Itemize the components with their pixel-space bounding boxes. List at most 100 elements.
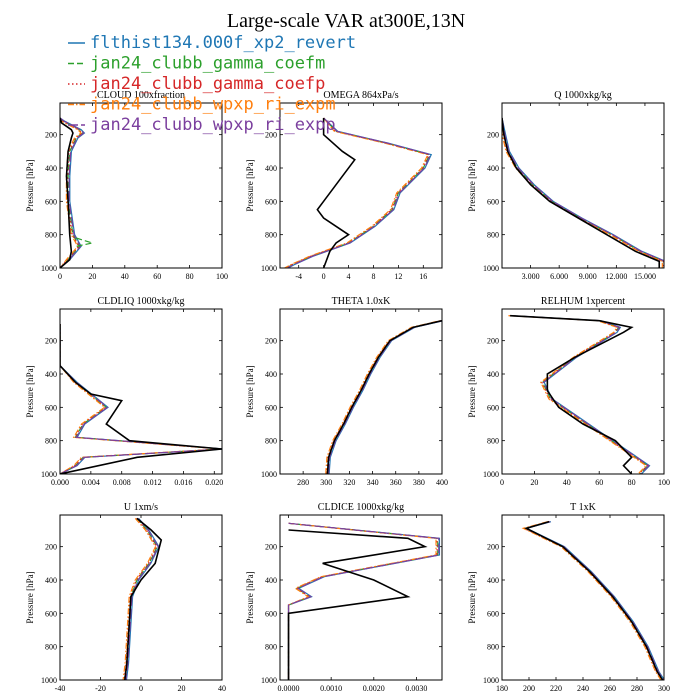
x-tick-label: 0 xyxy=(322,272,326,281)
panel-title: THETA 1.0xK xyxy=(332,296,391,307)
y-tick-label: 400 xyxy=(265,164,277,173)
series-line-flthist134.000f_xp2_revert xyxy=(502,117,664,262)
panel-title: CLDLIQ 1000xkg/kg xyxy=(98,296,185,307)
series-line-jan24_clubb_wpxp_ri_expm xyxy=(521,521,662,680)
series-line-jan24_clubb_gamma_coefm xyxy=(502,117,664,268)
series-line-jan24_clubb_gamma_coefm xyxy=(523,521,664,680)
x-tick-label: 0.004 xyxy=(82,478,100,487)
legend-entry: jan24_clubb_gamma_coefp xyxy=(68,74,325,94)
reference-line xyxy=(287,529,428,680)
x-tick-label: -4 xyxy=(295,272,302,281)
y-tick-label: 800 xyxy=(265,231,277,240)
series-line-jan24_clubb_gamma_coefp xyxy=(326,320,442,474)
x-tick-label: 0.012 xyxy=(144,478,162,487)
panel-title: CLDICE 1000xkg/kg xyxy=(318,502,404,513)
panel-title: OMEGA 864xPa/s xyxy=(323,90,398,101)
y-tick-label: 600 xyxy=(45,197,57,206)
panel-relhum: RELHUM 1xpercent2004006008001000Pressure… xyxy=(467,296,670,487)
series-line-jan24_clubb_wpxp_ri_expm xyxy=(60,324,221,474)
y-tick-label: 1000 xyxy=(483,470,499,479)
y-tick-label: 600 xyxy=(265,403,277,412)
y-axis-label: Pressure [hPa] xyxy=(245,159,255,211)
y-axis-label: Pressure [hPa] xyxy=(245,365,255,417)
y-tick-label: 400 xyxy=(487,164,499,173)
x-tick-label: 12.000 xyxy=(605,272,627,281)
y-tick-label: 400 xyxy=(45,370,57,379)
series-line-jan24_clubb_gamma_coefm xyxy=(326,320,442,474)
y-axis-label: Pressure [hPa] xyxy=(245,571,255,623)
x-tick-label: 100 xyxy=(658,478,670,487)
x-tick-label: -20 xyxy=(95,684,106,693)
x-tick-label: 0 xyxy=(139,684,143,693)
x-tick-label: 220 xyxy=(550,684,562,693)
y-axis-label: Pressure [hPa] xyxy=(467,365,477,417)
reference-line xyxy=(524,520,664,680)
x-tick-label: 0.008 xyxy=(113,478,131,487)
y-tick-label: 1000 xyxy=(261,676,277,685)
panel-title: RELHUM 1xpercent xyxy=(541,296,625,307)
x-tick-label: 320 xyxy=(343,478,355,487)
y-tick-label: 200 xyxy=(45,337,57,346)
y-tick-label: 400 xyxy=(265,576,277,585)
x-tick-label: 300 xyxy=(658,684,670,693)
panel-t: T 1xK 200 400 600 800 1000 Pressure [hPa] 180 20… xyxy=(467,502,670,693)
y-tick-label: 600 xyxy=(45,403,57,412)
y-tick-label: 800 xyxy=(487,643,499,652)
legend-label: jan24_clubb_gamma_coefp xyxy=(90,74,325,94)
y-tick-label: 200 xyxy=(45,131,57,140)
x-tick-label: 60 xyxy=(153,272,161,281)
x-tick-label: 280 xyxy=(297,478,309,487)
x-tick-label: 20 xyxy=(178,684,186,693)
y-axis-label: Pressure [hPa] xyxy=(467,159,477,211)
y-tick-label: 1000 xyxy=(483,264,499,273)
panel-title: U 1xm/s xyxy=(124,502,158,513)
y-tick-label: 400 xyxy=(45,164,57,173)
x-tick-label: 4 xyxy=(347,272,351,281)
x-tick-label: 360 xyxy=(390,478,402,487)
x-tick-label: 260 xyxy=(604,684,616,693)
reference-line xyxy=(60,117,74,268)
series-line-jan24_clubb_gamma_coefm xyxy=(287,522,439,680)
panels: CLOUD 100xfraction2004006008001000Pressu… xyxy=(25,90,670,693)
x-tick-label: 300 xyxy=(320,478,332,487)
panel-frame xyxy=(59,102,223,269)
legend-entry: flthist134.000f_xp2_revert xyxy=(68,33,356,53)
x-tick-label: 9.000 xyxy=(579,272,597,281)
panel-cldliq: CLDLIQ 1000xkg/kg 200 400 600 800 1000 Pressur… xyxy=(25,296,223,487)
series-line-jan24_clubb_wpxp_ri_expp xyxy=(511,315,650,474)
series-line-jan24_clubb_gamma_coefp xyxy=(502,117,664,268)
y-axis-label: Pressure [hPa] xyxy=(467,571,477,623)
x-tick-label: 15.000 xyxy=(634,272,656,281)
y-axis-label: Pressure [hPa] xyxy=(25,365,35,417)
y-tick-label: 600 xyxy=(487,197,499,206)
series-line-jan24_clubb_wpxp_ri_expm xyxy=(325,320,441,474)
x-tick-label: 0.000 xyxy=(51,478,69,487)
legend-label: jan24_clubb_gamma_coefm xyxy=(90,54,325,74)
legend-label: flthist134.000f_xp2_revert xyxy=(90,33,356,53)
y-tick-label: 1000 xyxy=(41,470,57,479)
panel-theta: THETA 1.0xK 200 400 600 800 1000 Pressure [hPa… xyxy=(245,296,448,487)
y-tick-label: 800 xyxy=(487,437,499,446)
x-tick-label: 20 xyxy=(530,478,538,487)
x-tick-label: 200 xyxy=(523,684,535,693)
x-tick-label: 240 xyxy=(577,684,589,693)
x-tick-label: 20 xyxy=(88,272,96,281)
x-tick-label: 0.0000 xyxy=(278,684,300,693)
y-tick-label: 200 xyxy=(487,543,499,552)
reference-line xyxy=(510,314,634,474)
reference-line xyxy=(124,517,163,680)
series-line-jan24_clubb_gamma_coefm xyxy=(60,324,222,474)
series-line-jan24_clubb_gamma_coefm xyxy=(124,517,158,680)
y-tick-label: 800 xyxy=(265,437,277,446)
series-line-jan24_clubb_wpxp_ri_expp xyxy=(524,521,664,680)
x-tick-label: 340 xyxy=(367,478,379,487)
x-tick-label: 100 xyxy=(216,272,228,281)
series-line-jan24_clubb_gamma_coefp xyxy=(285,117,430,268)
legend: flthist134.000f_xp2_revertjan24_clubb_ga… xyxy=(68,33,356,135)
legend-entry: jan24_clubb_wpxp_ri_expm xyxy=(68,95,336,115)
y-tick-label: 400 xyxy=(487,370,499,379)
y-tick-label: 400 xyxy=(487,576,499,585)
series-line-jan24_clubb_wpxp_ri_expp xyxy=(287,522,440,680)
x-tick-label: 16 xyxy=(419,272,427,281)
